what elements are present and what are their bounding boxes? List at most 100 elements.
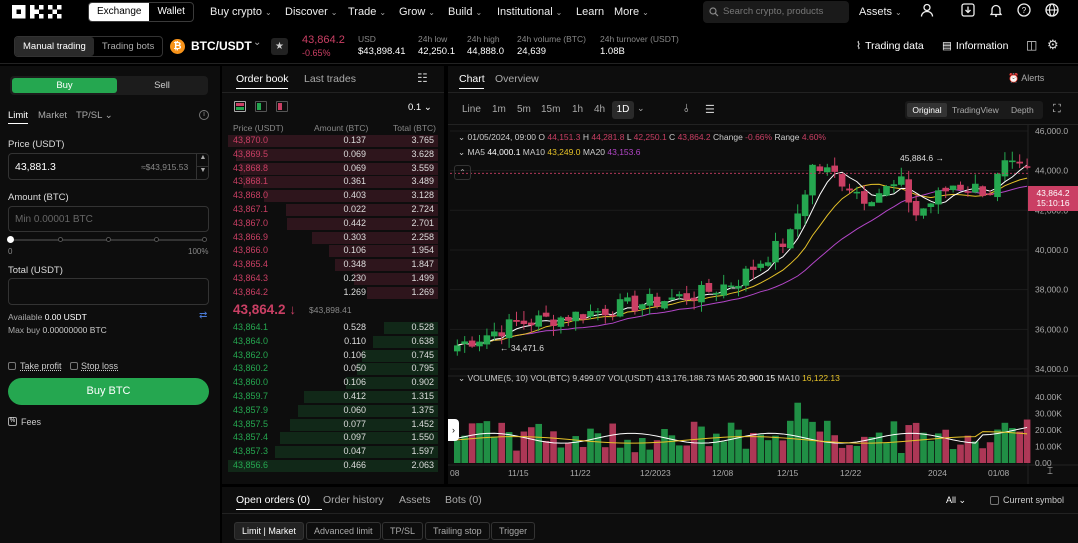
interval-5m[interactable]: 5m xyxy=(517,104,531,115)
ask-row[interactable]: 43,868.0 0.403 3.128 xyxy=(228,189,438,203)
interval-15m[interactable]: 15m xyxy=(541,104,561,115)
fullscreen-icon[interactable]: ⛶ xyxy=(1053,103,1061,115)
nav-buy-crypto[interactable]: Buy crypto ⌄ xyxy=(210,0,272,24)
book-bids-view-icon[interactable] xyxy=(255,101,267,112)
subtab-advanced-limit[interactable]: Advanced limit xyxy=(306,522,381,540)
bots-tab[interactable]: Bots (0) xyxy=(445,494,482,506)
ask-row[interactable]: 43,870.0 0.137 3.765 xyxy=(228,134,438,148)
precision-select[interactable]: 0.1 ⌄ xyxy=(408,102,432,113)
interval-1d[interactable]: 1D xyxy=(612,101,634,119)
view-original[interactable]: Original xyxy=(907,103,947,117)
nav-more[interactable]: More ⌄ xyxy=(614,0,649,24)
price-input[interactable]: 43,881.3 ≈$43,915.53 ▲ ▼ xyxy=(8,153,209,180)
download-icon[interactable] xyxy=(959,3,977,21)
fees-link[interactable]: Fees xyxy=(21,417,42,427)
stop-loss-checkbox[interactable] xyxy=(70,362,78,370)
bid-row[interactable]: 43,864.0 0.110 0.638 xyxy=(228,335,438,349)
limit-tab[interactable]: Limit xyxy=(8,110,29,121)
buy-tab[interactable]: Buy xyxy=(12,78,117,93)
slider-step[interactable] xyxy=(106,237,111,242)
wallet-tab[interactable]: Wallet xyxy=(157,6,185,17)
amount-slider-handle[interactable] xyxy=(7,236,14,243)
help-icon[interactable]: ? xyxy=(1015,3,1033,21)
view-tradingview[interactable]: TradingView xyxy=(952,105,999,115)
interval-1h[interactable]: 1h xyxy=(572,104,584,115)
candlestick-chart[interactable]: 46,000.044,000.042,000.040,000.038,000.0… xyxy=(448,125,1078,484)
subtab-trailing-stop[interactable]: Trailing stop xyxy=(425,522,490,540)
ask-row[interactable]: 43,865.4 0.348 1.847 xyxy=(228,258,438,272)
bid-row[interactable]: 43,857.4 0.097 1.550 xyxy=(228,431,438,445)
last-trades-tab[interactable]: Last trades xyxy=(304,73,356,85)
subtab-tpsl[interactable]: TP/SL xyxy=(382,522,424,540)
ask-row[interactable]: 43,868.1 0.361 3.489 xyxy=(228,175,438,189)
interval-1m[interactable]: 1m xyxy=(492,104,506,115)
collapse-panel-icon[interactable]: › xyxy=(448,419,459,441)
globe-icon[interactable] xyxy=(1043,3,1061,21)
trading-bots-tab[interactable]: Trading bots xyxy=(101,41,155,52)
user-icon[interactable] xyxy=(918,3,936,21)
book-both-view-icon[interactable] xyxy=(234,101,246,112)
current-symbol-checkbox[interactable] xyxy=(990,496,999,505)
drawing-tools-icon[interactable]: ☰ xyxy=(705,104,715,116)
interval-line[interactable]: Line xyxy=(462,104,481,115)
bid-row[interactable]: 43,857.3 0.047 1.597 xyxy=(228,445,438,459)
chevron-down-icon[interactable]: ⌄ xyxy=(253,37,262,48)
ask-row[interactable]: 43,867.1 0.022 2.724 xyxy=(228,203,438,217)
manual-trading-tab[interactable]: Manual trading xyxy=(15,37,94,56)
bid-row[interactable]: 43,862.0 0.106 0.745 xyxy=(228,349,438,363)
interval-4h[interactable]: 4h xyxy=(594,104,606,115)
nav-build[interactable]: Build ⌄ xyxy=(448,0,482,24)
market-tab[interactable]: Market xyxy=(38,110,68,121)
subtab-trigger[interactable]: Trigger xyxy=(491,522,536,540)
nav-grow[interactable]: Grow ⌄ xyxy=(399,0,435,24)
alerts-button[interactable]: ⏰ Alerts xyxy=(1008,73,1044,84)
bid-row[interactable]: 43,857.5 0.077 1.452 xyxy=(228,418,438,432)
amount-input[interactable]: Min 0.00001 BTC xyxy=(8,206,209,232)
bid-row[interactable]: 43,857.9 0.060 1.375 xyxy=(228,404,438,418)
bid-row[interactable]: 43,860.2 0.050 0.795 xyxy=(228,362,438,376)
book-asks-view-icon[interactable] xyxy=(276,101,288,112)
axis-reset-icon[interactable]: ⌶ xyxy=(1047,466,1053,477)
ask-row[interactable]: 43,864.2 1.269 1.269 xyxy=(228,286,438,300)
tpsl-tab[interactable]: TP/SL ⌄ xyxy=(76,110,113,121)
settings-gear-icon[interactable]: ⚙ xyxy=(1047,37,1059,52)
total-input[interactable] xyxy=(8,278,209,305)
view-depth[interactable]: Depth xyxy=(1011,105,1034,115)
bid-row[interactable]: 43,860.0 0.106 0.902 xyxy=(228,376,438,390)
okx-logo[interactable] xyxy=(12,5,70,19)
star-icon[interactable]: ★ xyxy=(271,38,288,55)
filter-all-select[interactable]: All ⌄ xyxy=(946,495,966,506)
sell-tab[interactable]: Sell xyxy=(154,80,170,91)
pair-symbol[interactable]: BTC/USDT xyxy=(191,39,252,53)
bid-row[interactable]: 43,859.7 0.412 1.315 xyxy=(228,390,438,404)
order-book-tab[interactable]: Order book xyxy=(236,73,289,85)
search-input[interactable]: Search crypto, products xyxy=(703,1,849,23)
exchange-tab[interactable]: Exchange xyxy=(89,3,150,21)
chevron-up-icon[interactable]: ⌃ xyxy=(454,165,471,180)
ask-row[interactable]: 43,868.8 0.069 3.559 xyxy=(228,162,438,176)
decrement-icon[interactable]: ▼ xyxy=(196,167,209,180)
chart-tab[interactable]: Chart xyxy=(459,73,485,85)
ask-row[interactable]: 43,864.3 0.230 1.499 xyxy=(228,272,438,286)
nav-assets[interactable]: Assets ⌄ xyxy=(859,0,902,24)
increment-icon[interactable]: ▲ xyxy=(196,154,209,167)
assets-tab[interactable]: Assets xyxy=(399,494,431,506)
bell-icon[interactable] xyxy=(987,3,1005,21)
subtab-limit-market[interactable]: Limit | Market xyxy=(234,522,304,540)
open-orders-tab[interactable]: Open orders (0) xyxy=(236,494,311,506)
slider-step[interactable] xyxy=(202,237,207,242)
ask-row[interactable]: 43,867.0 0.442 2.701 xyxy=(228,217,438,231)
chevron-down-icon[interactable]: ⌄ xyxy=(637,103,645,113)
slider-step[interactable] xyxy=(154,237,159,242)
bid-row[interactable]: 43,856.6 0.466 2.063 xyxy=(228,459,438,473)
buy-btc-button[interactable]: Buy BTC xyxy=(8,378,209,405)
order-history-tab[interactable]: Order history xyxy=(323,494,384,506)
ask-row[interactable]: 43,866.0 0.106 1.954 xyxy=(228,244,438,258)
nav-institutional[interactable]: Institutional ⌄ xyxy=(497,0,562,24)
take-profit-checkbox[interactable] xyxy=(8,362,16,370)
nav-discover[interactable]: Discover ⌄ xyxy=(285,0,338,24)
info-icon[interactable]: i xyxy=(199,110,209,120)
information-button[interactable]: ▤ Information xyxy=(942,40,1008,52)
overview-tab[interactable]: Overview xyxy=(495,73,539,85)
filter-sliders-icon[interactable]: ☷ xyxy=(417,71,428,85)
